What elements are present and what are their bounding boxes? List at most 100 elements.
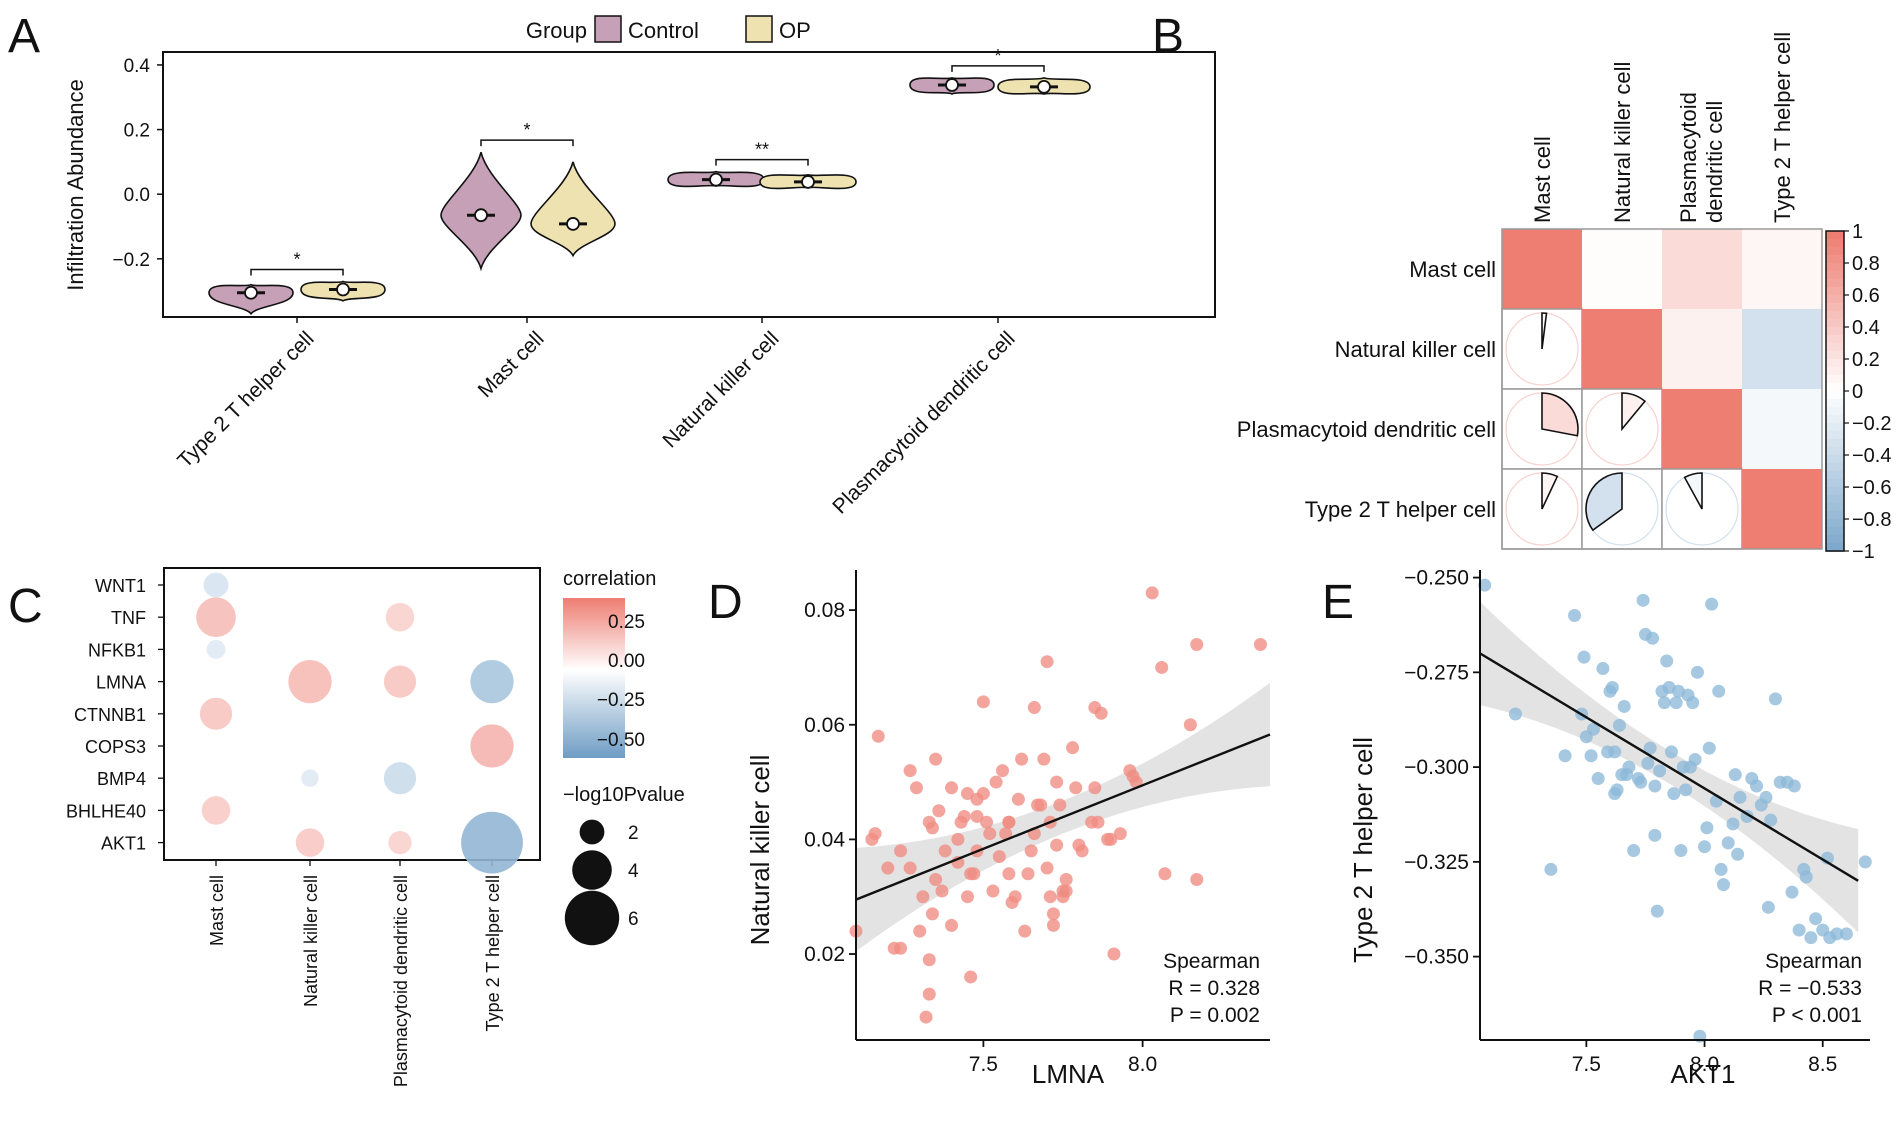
- colorbar-step: [1826, 263, 1844, 272]
- panel-a: A Group Control OP Infiltration Abundanc…: [8, 10, 1216, 519]
- colorbar-step: [1826, 439, 1844, 448]
- row-label-plasmacytoid-dendritic-cell: Plasmacytoid dendritic cell: [1237, 417, 1496, 442]
- scatter-point-d: [910, 781, 924, 795]
- scatter-point-e: [1605, 681, 1619, 694]
- colorbar-step: [1826, 535, 1844, 544]
- scatter-point-e: [1705, 597, 1719, 611]
- scatter-point-e: [1622, 760, 1636, 774]
- colorbar-tick-label: 0.4: [1852, 317, 1880, 339]
- corr-matrix-frame: [1501, 228, 1823, 550]
- panel-label-c: C: [8, 580, 43, 633]
- scatter-point-e: [1830, 927, 1844, 941]
- scatter-point-e: [1785, 885, 1799, 899]
- scatter-point-d: [1190, 638, 1204, 652]
- colorbar-step: [1826, 431, 1844, 440]
- scatter-point-d: [1021, 867, 1035, 881]
- colorbar-step: [1826, 343, 1844, 352]
- stats-r-e: R = −0.533: [1758, 977, 1862, 1000]
- x-axis-label-d: LMNA: [1032, 1059, 1105, 1089]
- colorbar-step: [1826, 375, 1844, 384]
- scatter-point-e: [1584, 749, 1598, 763]
- col-label-plasmacytoid-dendritic-cell: Plasmacytoid dendritic cell: [391, 875, 411, 1087]
- scatter-point-d: [999, 827, 1013, 841]
- scatter-point-d: [913, 924, 927, 938]
- scatter-point-d: [1027, 701, 1041, 715]
- dot-akt1-natural-killer-cell: [295, 828, 325, 857]
- violin-op-mast-cell: [530, 161, 616, 258]
- corr-cell-natural-killer-cell-mast-cell-pie: [1541, 312, 1548, 350]
- scatter-point-d: [1094, 706, 1108, 720]
- scatter-point-e: [1478, 578, 1492, 592]
- scatter-point-e: [1544, 862, 1558, 876]
- scatter-point-d: [1059, 873, 1073, 887]
- significance-bracket-plasmacytoid-dendritic-cell: [951, 65, 1045, 72]
- scatter-point-d: [957, 809, 971, 823]
- col-label-mast-cell: Mast cell: [1530, 136, 1555, 223]
- scatter-point-e: [1733, 790, 1747, 804]
- colorbar-step: [1826, 463, 1844, 472]
- col-label-type-2-t-helper-cell: Type 2 T helper cell: [1770, 32, 1795, 223]
- colorbar-step: [1826, 295, 1844, 304]
- y-tick-label-a: −0.2: [112, 250, 150, 271]
- scatter-point-e: [1610, 783, 1624, 797]
- scatter-point-e: [1761, 900, 1775, 914]
- scatter-point-e: [1679, 783, 1693, 797]
- corr-cell-type-2-t-helper-cell-natural-killer-cell-pie: [1585, 472, 1623, 532]
- legend-size-label: 2: [628, 823, 639, 844]
- corr-cell-plasmacytoid-dendritic-cell-mast-cell-pie: [1541, 392, 1579, 437]
- x-tick-label-plasmacytoid-dendritic-cell: Plasmacytoid dendritic cell: [828, 327, 1019, 518]
- colorbar-tick-label: 0: [1852, 381, 1863, 403]
- scatter-point-e: [1714, 862, 1728, 876]
- scatter-point-d: [903, 861, 917, 875]
- y-axis-label-d: Natural killer cell: [745, 755, 775, 946]
- scatter-point-d: [1091, 815, 1105, 829]
- row-label-bhlhe40: BHLHE40: [66, 801, 146, 821]
- colorbar-tick-label: −1: [1852, 541, 1875, 563]
- colorbar-step: [1826, 383, 1844, 392]
- scatter-point-e: [1768, 692, 1782, 706]
- col-label-line1: Plasmacytoid: [1676, 92, 1701, 223]
- stats-p-d: P = 0.002: [1170, 1004, 1260, 1027]
- violin-median-op-plasmacytoid-dendritic-cell: [1037, 80, 1051, 94]
- dot-bhlhe40-mast-cell: [201, 796, 231, 825]
- scatter-point-e: [1653, 764, 1667, 778]
- scatter-point-d: [929, 752, 943, 766]
- scatter-point-d: [1015, 752, 1029, 766]
- colorbar-step: [1826, 527, 1844, 536]
- panel-label-a: A: [8, 10, 40, 63]
- scatter-point-d: [967, 867, 981, 881]
- scatter-point-e: [1641, 756, 1655, 770]
- col-label-natural-killer-cell: Natural killer cell: [1610, 62, 1635, 223]
- y-tick-label-e: −0.275: [1404, 661, 1469, 684]
- scatter-point-d: [1155, 660, 1169, 674]
- significance-stars-plasmacytoid-dendritic-cell: *: [994, 46, 1001, 66]
- colorbar-step: [1826, 359, 1844, 368]
- colorbar-step: [1826, 239, 1844, 248]
- colorbar-step: [1826, 447, 1844, 456]
- colorbar-step: [1826, 455, 1844, 464]
- scatter-point-d: [1145, 586, 1159, 600]
- legend-correlation-gradient: [563, 598, 625, 758]
- scatter-point-d: [960, 787, 974, 801]
- scatter-point-d: [1113, 827, 1127, 841]
- legend-title-correlation: correlation: [563, 568, 656, 590]
- scatter-point-e: [1750, 779, 1764, 793]
- scatter-point-d: [1024, 844, 1038, 858]
- legend-corr-tick-label: −0.25: [597, 690, 645, 711]
- col-label-natural-killer-cell: Natural killer cell: [301, 875, 321, 1007]
- dot-tnf-mast-cell: [196, 597, 236, 637]
- colorbar-step: [1826, 471, 1844, 480]
- scatter-point-e: [1809, 912, 1823, 926]
- dot-akt1-plasmacytoid-dendritic-cell: [388, 830, 412, 855]
- scatter-point-d: [1053, 798, 1067, 812]
- y-tick-label-a: 0.0: [124, 185, 150, 206]
- row-label-akt1: AKT1: [101, 834, 146, 854]
- stats-r-d: R = 0.328: [1168, 977, 1260, 1000]
- corr-cell-natural-killer-cell-plasmacytoid-dendritic-cell: [1662, 309, 1742, 389]
- colorbar-tick-label: 0.6: [1852, 285, 1880, 307]
- scatter-point-d: [938, 844, 952, 858]
- violin-median-control-natural-killer-cell: [709, 172, 723, 187]
- scatter-point-d: [1158, 867, 1172, 881]
- colorbar-step: [1826, 511, 1844, 520]
- scatter-point-d: [1104, 832, 1118, 846]
